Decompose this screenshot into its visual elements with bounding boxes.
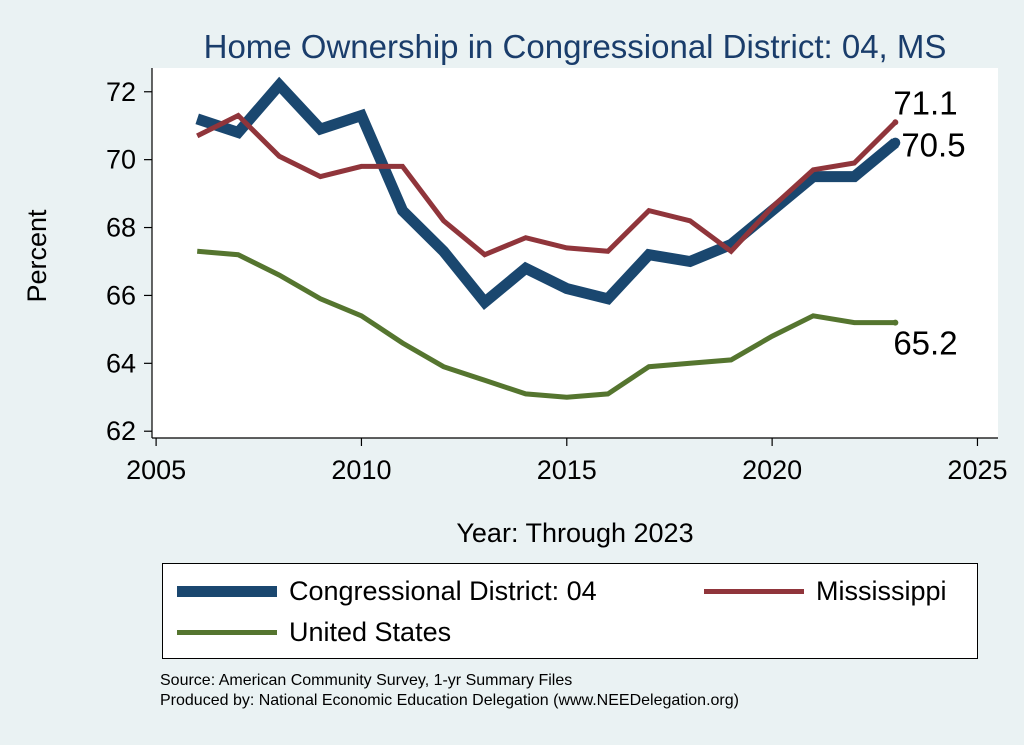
x-tick-label: 2025 [947,455,1007,485]
series-end-point-1 [892,119,899,126]
x-axis-label: Year: Through 2023 [456,518,693,548]
legend-label-district: Congressional District: 04 [289,576,597,606]
plot-area [152,68,998,438]
series-end-label-0: 70.5 [901,127,965,164]
y-tick-label: 70 [106,145,136,175]
series-end-point-0 [890,137,901,148]
chart-title: Home Ownership in Congressional District… [204,28,947,65]
y-tick-label: 68 [106,213,136,243]
x-tick-label: 2015 [537,455,597,485]
y-tick-label: 66 [106,280,136,310]
y-tick-label: 64 [106,348,136,378]
series-end-label-2: 65.2 [893,325,957,362]
legend: Congressional District: 04 Mississippi U… [162,563,978,659]
series-end-label-1: 71.1 [893,84,957,121]
x-tick-label: 2005 [126,455,186,485]
series-line-0 [195,76,899,310]
y-tick-label: 72 [106,77,136,107]
y-tick-label: 62 [106,416,136,446]
legend-swatch-united-states [177,630,277,635]
series-end-point-2 [892,319,899,326]
legend-swatch-mississippi [704,589,804,594]
legend-item-mississippi: Mississippi [704,576,947,607]
legend-item-united-states: United States [177,617,451,648]
series-line-2 [196,248,896,400]
legend-label-united-states: United States [289,617,452,647]
legend-label-mississippi: Mississippi [816,576,947,606]
legend-item-district: Congressional District: 04 [177,576,597,607]
x-tick-label: 2010 [331,455,391,485]
line-chart: Home Ownership in Congressional District… [22,28,1008,548]
produced-by-note: Produced by: National Economic Education… [160,692,739,709]
source-note: Source: American Community Survey, 1-yr … [160,672,573,689]
x-tick-label: 2020 [742,455,802,485]
y-axis-label: Percent [22,209,52,303]
series-line-1 [196,112,898,258]
legend-swatch-district [177,586,277,597]
